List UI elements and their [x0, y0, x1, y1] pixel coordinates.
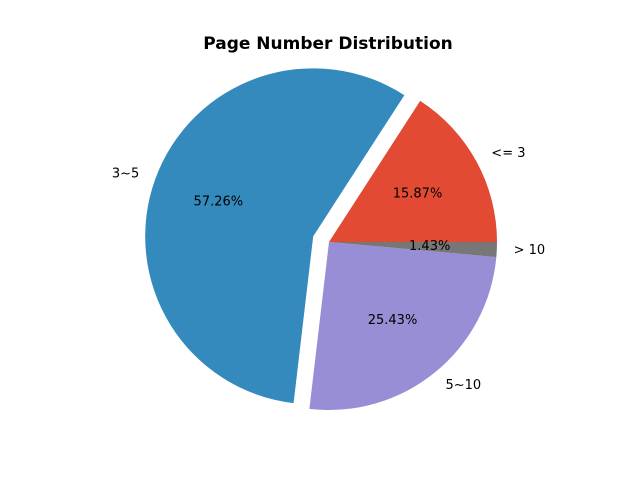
chart-title: Page Number Distribution	[203, 34, 453, 54]
slice-label-3: > 10	[514, 243, 546, 258]
slice-label-1: 3~5	[112, 166, 139, 181]
pie-slice-1	[145, 68, 405, 404]
pie-slice-0	[329, 100, 497, 243]
slice-label-2: 5~10	[445, 378, 481, 393]
slice-percent-1: 57.26%	[194, 195, 244, 210]
pie-slice-3	[329, 242, 498, 258]
pie-slice-2	[309, 242, 497, 410]
slice-label-0: <= 3	[491, 146, 525, 161]
slice-percent-3: 1.43%	[409, 239, 450, 254]
slice-percent-2: 25.43%	[368, 313, 418, 328]
slice-percent-0: 15.87%	[393, 186, 443, 201]
pie-labels: <= 3 15.87% 3~5 57.26% 5~10 25.43% > 10 1.43%	[112, 146, 545, 393]
pie-slices	[145, 68, 498, 410]
